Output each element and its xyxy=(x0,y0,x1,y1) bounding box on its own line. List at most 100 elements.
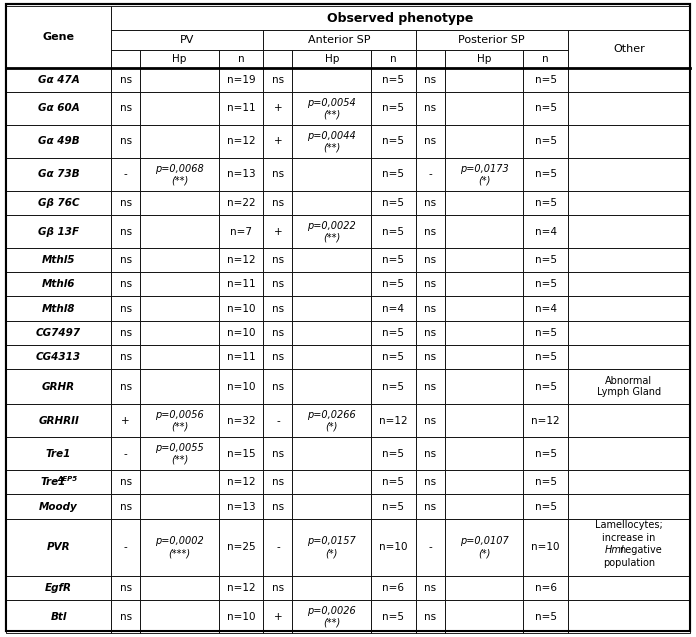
Text: n=10: n=10 xyxy=(227,382,255,392)
Bar xyxy=(140,191,219,215)
Text: Observed phenotype: Observed phenotype xyxy=(327,11,474,25)
Bar xyxy=(219,470,263,494)
Text: Other: Other xyxy=(613,44,644,54)
Bar xyxy=(416,125,445,158)
Text: +: + xyxy=(121,416,130,426)
Bar xyxy=(263,470,292,494)
Bar xyxy=(6,191,111,215)
Bar xyxy=(140,68,219,92)
Text: ns: ns xyxy=(424,303,436,313)
Text: n=5: n=5 xyxy=(535,103,557,113)
Bar xyxy=(445,404,523,437)
Text: ns: ns xyxy=(272,477,284,487)
Text: Tre1: Tre1 xyxy=(41,477,66,487)
Text: ns: ns xyxy=(272,448,284,459)
Text: p=0,0068
(**): p=0,0068 (**) xyxy=(155,164,204,185)
Text: Btl: Btl xyxy=(50,612,67,622)
Text: ns: ns xyxy=(272,352,284,362)
Text: ns: ns xyxy=(272,583,284,593)
Bar xyxy=(292,125,371,158)
Bar xyxy=(371,191,416,215)
Bar xyxy=(6,470,111,494)
Bar xyxy=(568,519,690,576)
Text: n=10: n=10 xyxy=(227,612,255,622)
Bar xyxy=(523,600,568,633)
Text: ns: ns xyxy=(424,416,436,426)
Bar xyxy=(292,404,371,437)
Bar xyxy=(445,248,523,272)
Text: n=5: n=5 xyxy=(382,227,404,236)
Text: n=4: n=4 xyxy=(535,227,557,236)
Bar xyxy=(263,519,292,576)
Text: n=5: n=5 xyxy=(535,612,557,622)
Bar xyxy=(568,68,690,92)
Text: Gα 47A: Gα 47A xyxy=(38,75,79,85)
Text: ns: ns xyxy=(424,352,436,362)
Bar xyxy=(111,519,140,576)
Bar xyxy=(6,494,111,519)
Bar xyxy=(140,437,219,470)
Bar xyxy=(292,320,371,345)
Text: -: - xyxy=(124,448,127,459)
Text: ns: ns xyxy=(272,303,284,313)
Text: Gene: Gene xyxy=(42,32,74,42)
Text: ns: ns xyxy=(272,255,284,265)
Text: n=5: n=5 xyxy=(535,169,557,179)
Bar xyxy=(568,191,690,215)
Bar xyxy=(523,470,568,494)
Bar xyxy=(568,30,690,68)
Text: Gβ 13F: Gβ 13F xyxy=(38,227,79,236)
Text: p=0,0266
(*): p=0,0266 (*) xyxy=(308,410,356,431)
Text: n=11: n=11 xyxy=(227,279,255,289)
Bar xyxy=(6,6,111,68)
Text: n=4: n=4 xyxy=(382,303,404,313)
Bar xyxy=(445,68,523,92)
Text: p=0,0157
(*): p=0,0157 (*) xyxy=(308,536,356,558)
Text: +: + xyxy=(274,136,282,147)
Bar xyxy=(111,68,140,92)
Bar xyxy=(445,320,523,345)
Text: n=10: n=10 xyxy=(227,327,255,338)
Bar xyxy=(416,470,445,494)
Bar xyxy=(523,437,568,470)
Text: p=0,0056
(**): p=0,0056 (**) xyxy=(155,410,204,431)
Text: n=5: n=5 xyxy=(382,501,404,512)
Bar xyxy=(416,296,445,320)
Text: n=12: n=12 xyxy=(227,583,255,593)
Text: n=5: n=5 xyxy=(382,327,404,338)
Bar xyxy=(140,519,219,576)
Text: n=13: n=13 xyxy=(227,169,255,179)
Bar xyxy=(219,158,263,191)
Text: negative: negative xyxy=(619,545,662,555)
Text: n=11: n=11 xyxy=(227,103,255,113)
Text: n=10: n=10 xyxy=(531,542,560,552)
Text: n=10: n=10 xyxy=(227,303,255,313)
Text: Gα 60A: Gα 60A xyxy=(38,103,79,113)
Bar xyxy=(371,576,416,600)
Bar xyxy=(263,437,292,470)
Bar xyxy=(371,272,416,296)
Bar xyxy=(523,158,568,191)
Text: n=5: n=5 xyxy=(382,103,404,113)
Bar xyxy=(140,125,219,158)
Bar xyxy=(263,248,292,272)
Bar xyxy=(292,272,371,296)
Bar xyxy=(445,519,523,576)
Text: n=5: n=5 xyxy=(535,198,557,208)
Bar xyxy=(445,576,523,600)
Bar xyxy=(292,369,371,404)
Text: -: - xyxy=(124,169,127,179)
Text: ns: ns xyxy=(424,227,436,236)
Bar xyxy=(111,158,140,191)
Text: ΔEP5: ΔEP5 xyxy=(58,476,78,482)
Bar xyxy=(371,519,416,576)
Text: -: - xyxy=(428,542,432,552)
Bar xyxy=(445,345,523,369)
Text: Lamellocytes;: Lamellocytes; xyxy=(595,520,663,530)
Bar xyxy=(416,50,445,68)
Text: -: - xyxy=(276,416,280,426)
Text: n=5: n=5 xyxy=(382,136,404,147)
Bar xyxy=(416,519,445,576)
Text: -: - xyxy=(276,542,280,552)
Bar xyxy=(523,248,568,272)
